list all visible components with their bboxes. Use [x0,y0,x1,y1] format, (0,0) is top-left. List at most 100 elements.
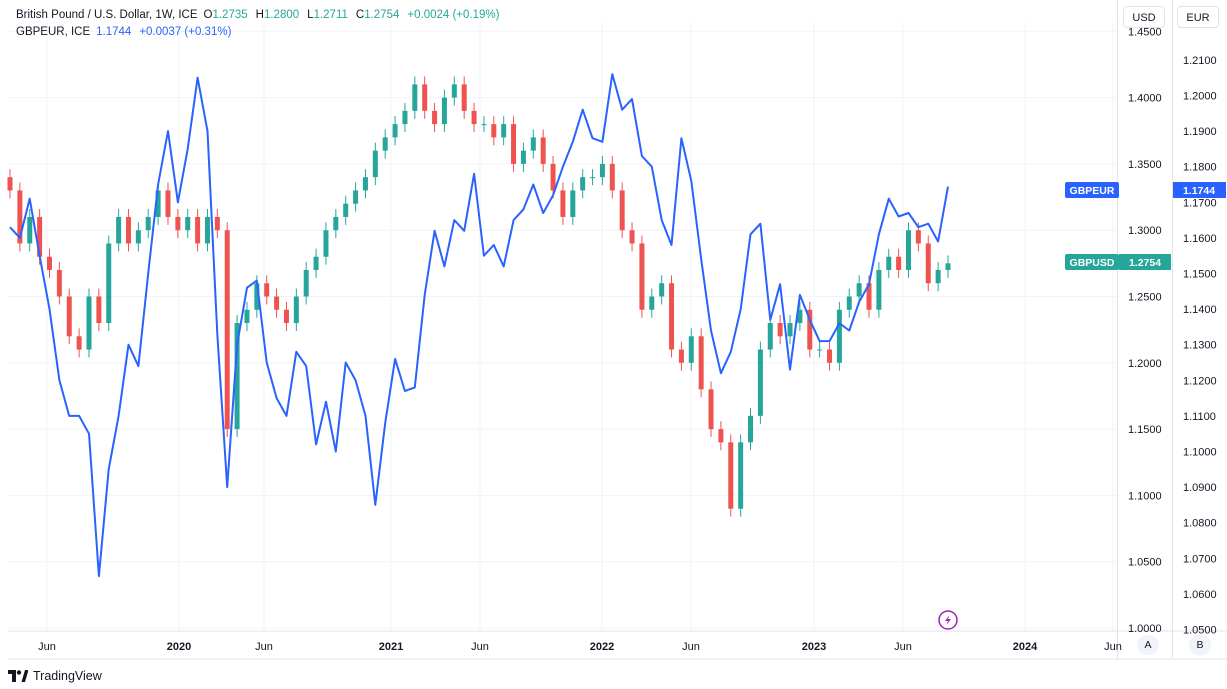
candle-body [570,190,576,217]
x-tick-label: Jun [894,641,912,653]
candle-body [323,230,329,257]
candle-body [619,190,625,231]
candle-body [264,283,270,297]
candle-body [145,216,151,231]
tradingview-logo-icon[interactable] [8,670,28,682]
candle-body [402,110,408,125]
candle-body [688,336,694,363]
low-value: 1.2711 [313,9,348,21]
candle-body [195,216,201,244]
candle-body [669,283,675,350]
candle-body [609,163,615,191]
candle-body [353,190,359,204]
x-tick-label: Jun [682,641,700,653]
candle-body [846,296,852,310]
candle-body [599,163,605,178]
y-tick-right: 1.1700 [1183,197,1217,209]
open-label: O [203,9,213,21]
y-tick-right: 1.0700 [1183,553,1217,565]
auto-scale-button[interactable]: A [1137,635,1159,655]
y-tick-right: 1.1800 [1183,162,1217,174]
y-tick-right: 1.0500 [1183,625,1217,637]
candle-body [797,309,803,324]
candle-body [313,256,319,270]
candle-body [590,177,596,179]
log-scale-button[interactable]: B [1189,635,1211,655]
lightning-icon[interactable] [938,610,958,630]
footer: TradingView [8,669,102,683]
candle-body [303,269,309,297]
x-tick-label: Jun [471,641,489,653]
x-tick-label: 2021 [379,641,403,653]
candle-body [501,124,507,138]
compare-symbol: GBPEUR, ICE [16,26,91,38]
x-tick-label: 2022 [590,641,614,653]
candle-body [520,150,526,164]
compare-change: +0.0037 (+0.31%) [139,26,232,38]
y-tick-right: 1.1400 [1183,304,1217,316]
low-label: L [307,9,314,21]
candle-body [471,110,477,125]
candle-body [56,269,62,297]
legend-gbpeur: GBPEUR, ICE 1.1744 +0.0037 (+0.31%) [16,26,235,38]
candle-body [698,336,704,390]
gbpeur-name-tag: GBPEUR [1065,182,1119,198]
y-tick-left: 1.4500 [1128,26,1162,38]
candle-body [422,84,428,111]
brand-name: TradingView [33,669,102,683]
high-label: H [255,9,264,21]
candle-body [165,190,171,217]
axis-labels: 1.4500 1.4000 1.3500 1.3000 1.2500 1.2000 1.15… [38,26,1217,653]
change-value: +0.0024 (+0.19%) [407,9,500,21]
y-tick-right: 1.2100 [1183,55,1217,67]
candle-body [116,216,122,244]
close-value: 1.2754 [364,9,400,21]
y-tick-right: 1.0600 [1183,589,1217,601]
x-tick-label: 2020 [167,641,191,653]
y-tick-right: 1.1500 [1183,269,1217,281]
legend-gbpusd: British Pound / U.S. Dollar, 1W, ICE O1.2… [16,9,503,21]
candle-body [451,84,457,98]
candle-body [925,243,931,284]
candle-body [540,137,546,164]
candle-body [17,190,23,244]
y-tick-left: 1.0500 [1128,557,1162,569]
close-label: C [355,9,365,21]
candle-body [392,124,398,138]
y-tick-right: 1.1900 [1183,126,1217,138]
candle-body [185,216,191,231]
candle-body [560,190,566,217]
candle-body [254,283,260,310]
x-tick-label: 2023 [802,641,826,653]
y-tick-left: 1.3000 [1128,225,1162,237]
candle-body [896,256,902,270]
candle-body [945,263,951,270]
open-value: 1.2735 [212,9,248,21]
candle-body [76,336,82,350]
candle-body [807,309,813,350]
y-tick-right: 1.1100 [1183,411,1216,423]
candle-body [382,137,388,151]
candle-body [767,323,773,350]
candle-body [530,137,536,151]
candle-body [343,203,349,217]
gbpeur-value-text: 1.1744 [1183,185,1215,197]
candle-body [46,256,52,270]
candle-body [876,269,882,310]
candle-body [234,323,240,430]
usd-scale-button[interactable]: USD [1123,6,1165,28]
candle-body [777,323,783,337]
candle-body [906,230,912,270]
candle-body [550,163,556,191]
candle-body [96,296,102,324]
candle-body [333,216,339,231]
y-tick-left: 1.2000 [1128,358,1162,370]
y-tick-right: 1.2000 [1183,91,1217,103]
y-tick-right: 1.1600 [1183,233,1217,245]
y-tick-left: 1.3500 [1128,159,1162,171]
y-tick-left: 1.4000 [1128,93,1162,105]
y-tick-right: 1.1200 [1183,375,1217,387]
eur-scale-button[interactable]: EUR [1177,6,1219,28]
candle-body [757,349,763,416]
